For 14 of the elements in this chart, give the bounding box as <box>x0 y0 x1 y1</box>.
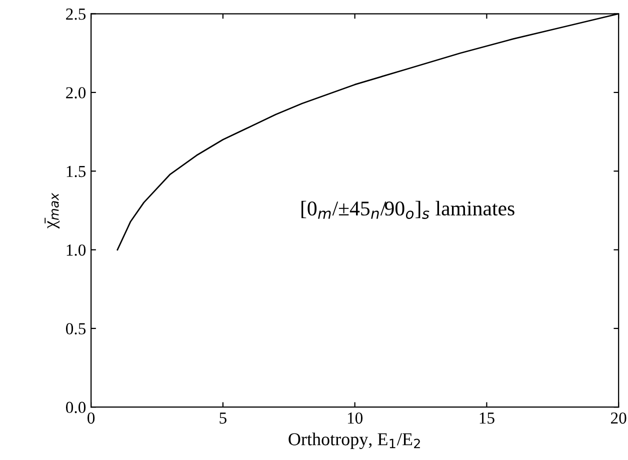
y-tick-label: 0.0 <box>66 402 86 414</box>
x-axis-title: Orthotropy, E$_{1}$/E$_{2}$ <box>288 432 420 450</box>
y-tick-label: 2.0 <box>66 87 86 98</box>
x-tick-label: 5 <box>220 412 226 424</box>
text: [0$_{m}$/±45$_{n}$/90$_{o}$]$_{s}$ laminates <box>302 200 514 219</box>
y-axis-title: χ̄$_{max}$ <box>44 192 60 229</box>
y-tick-label: 2.5 <box>66 8 86 20</box>
x-tick-label: 15 <box>480 412 494 424</box>
y-tick-label: 1.0 <box>66 244 86 256</box>
x-tick-label: 10 <box>348 412 363 424</box>
y-tick-label: 0.5 <box>66 323 86 334</box>
x-tick-label: 20 <box>610 412 626 424</box>
y-tick-label: 1.5 <box>66 166 86 178</box>
x-tick-label: 0 <box>88 412 95 424</box>
